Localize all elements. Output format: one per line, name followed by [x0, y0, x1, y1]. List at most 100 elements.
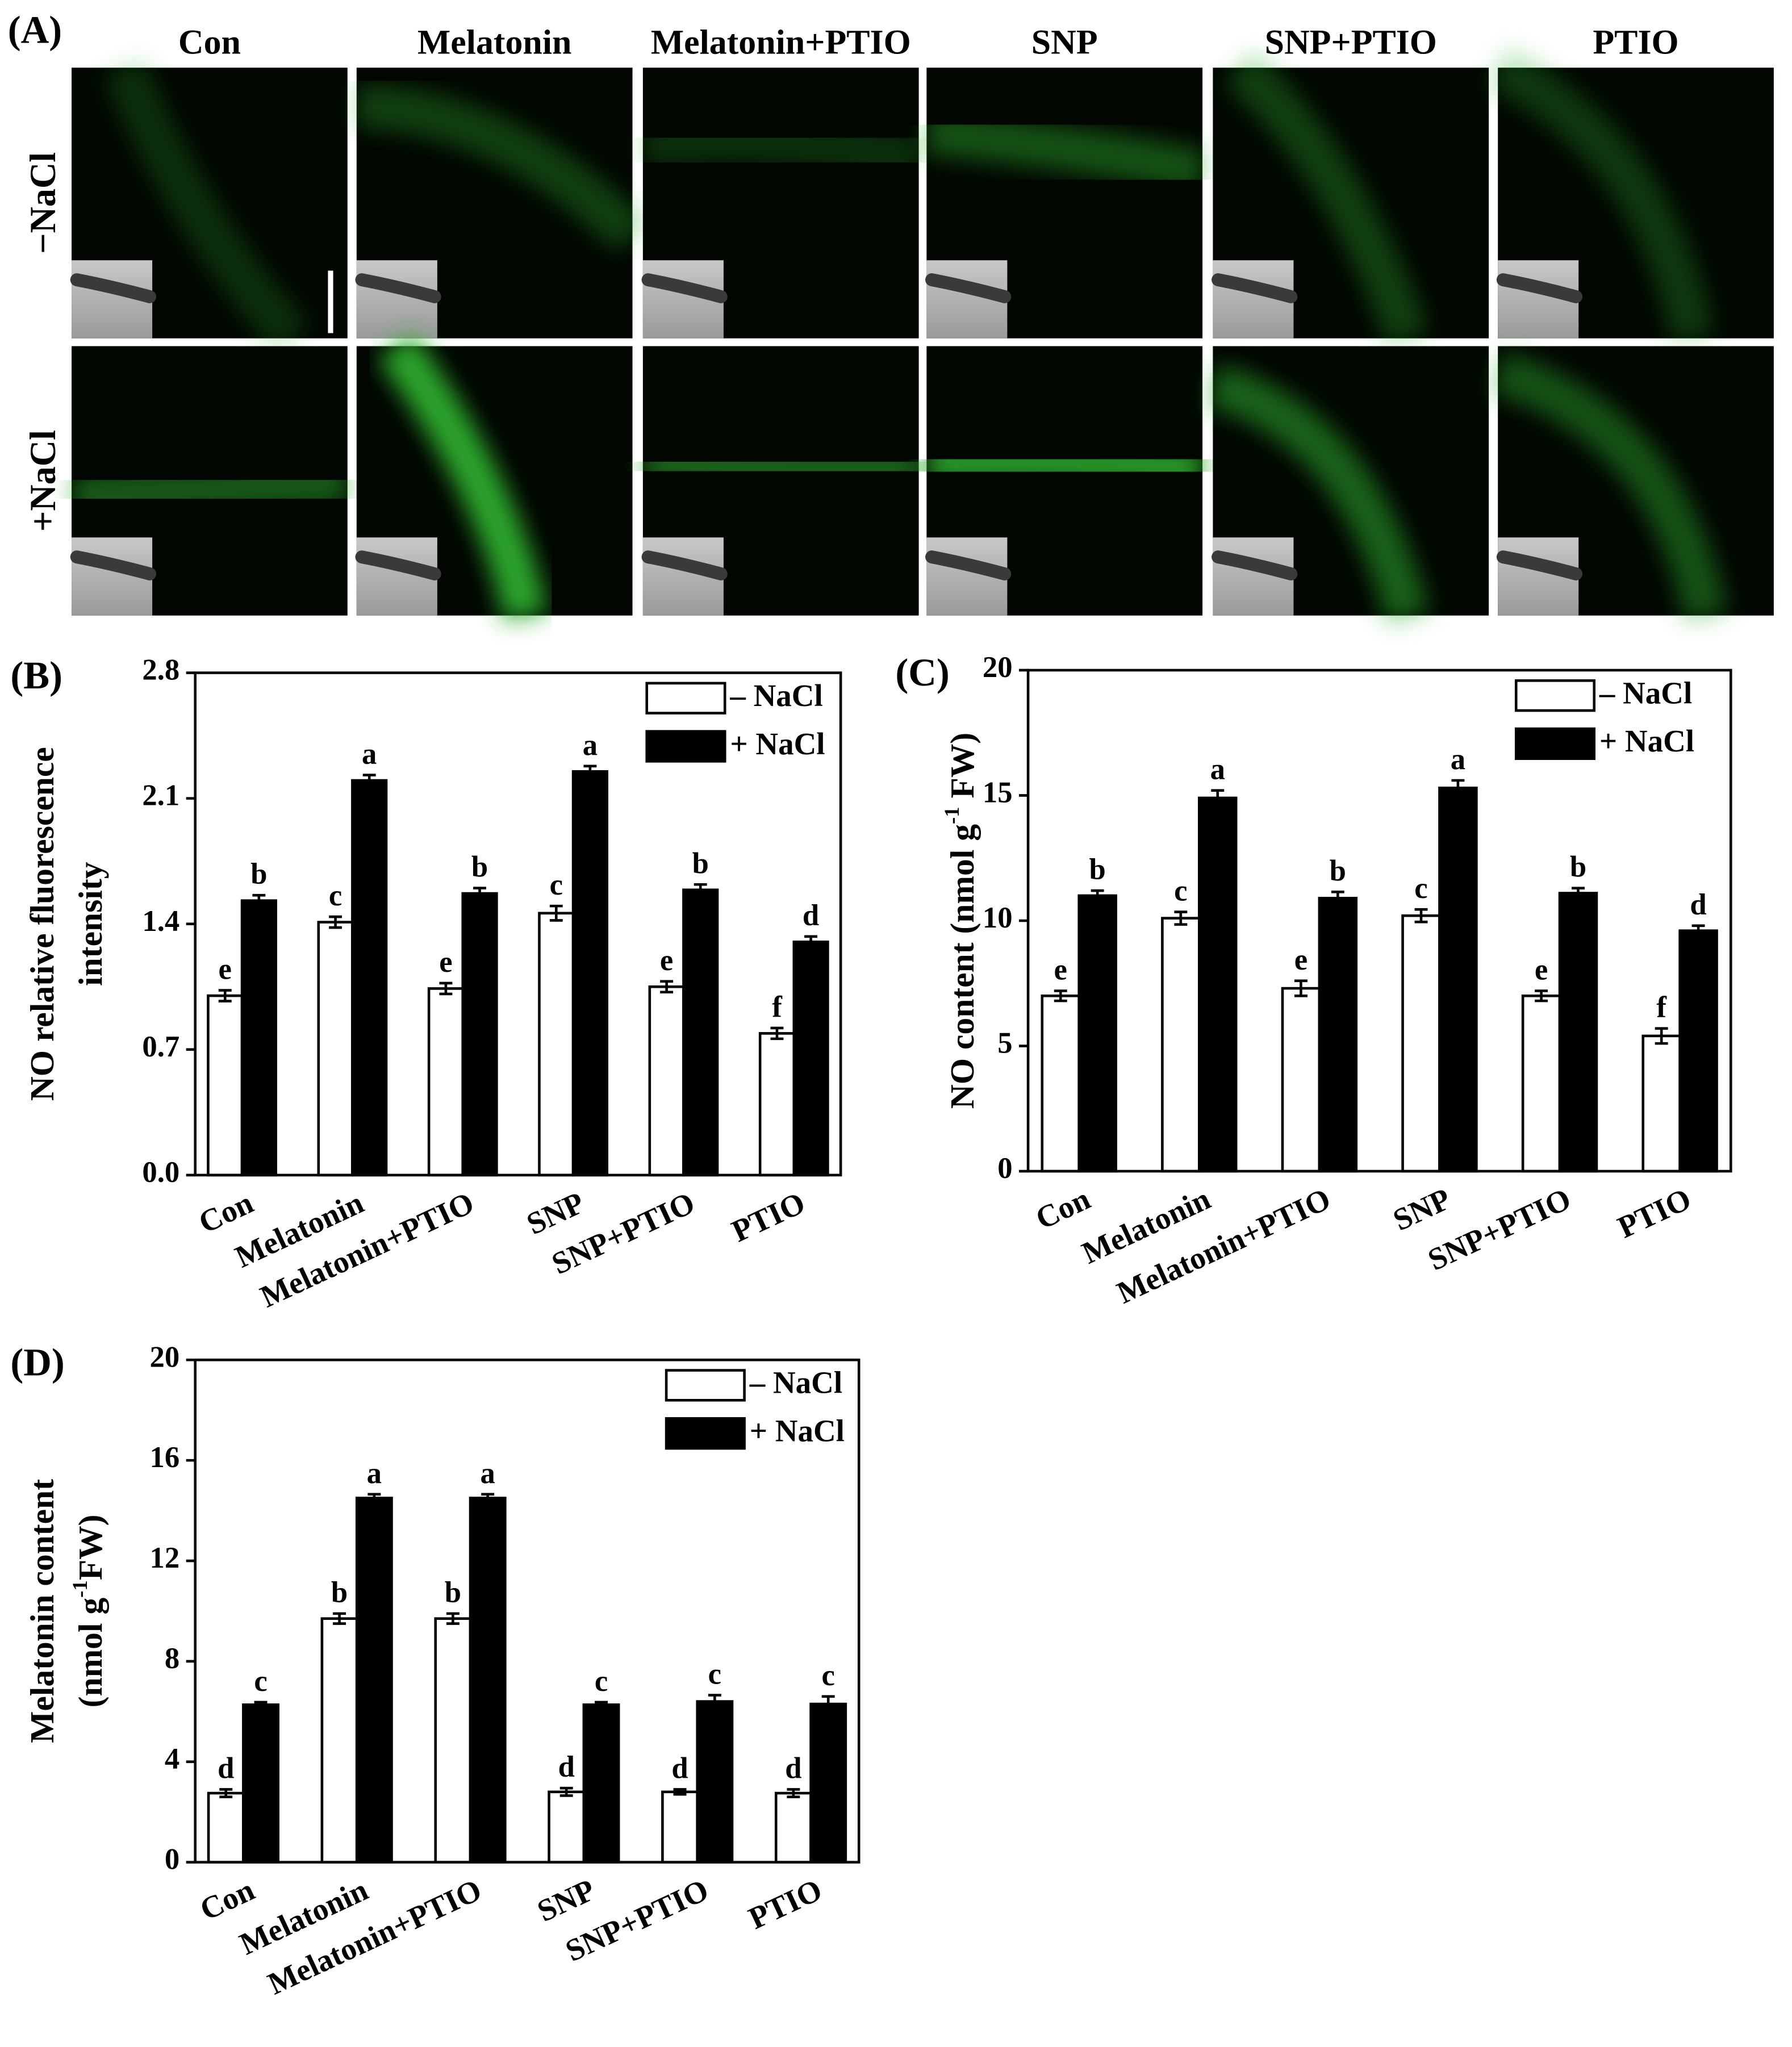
- panel-label: (A): [8, 8, 62, 51]
- y-tick-label: 16: [150, 1441, 180, 1474]
- fluorescence-glow: [1224, 51, 1429, 346]
- y-axis-label: NO relative fluorescence: [23, 747, 61, 1101]
- root-silhouette: [641, 550, 728, 580]
- significance-letter: b: [250, 858, 267, 891]
- error-bar: [549, 904, 563, 922]
- significance-letter: d: [671, 1752, 688, 1785]
- y-axis-label: NO content (nmol g-1 FW): [940, 733, 981, 1109]
- error-bar: [770, 1026, 784, 1041]
- plot-frame: [194, 671, 842, 1177]
- bar: [1041, 995, 1080, 1173]
- micrograph: [1488, 48, 1774, 343]
- legend-label: – NaCl: [749, 1365, 842, 1400]
- fluorescence-glow: [70, 461, 349, 518]
- error-bar: [219, 1788, 233, 1798]
- significance-letter: e: [1054, 954, 1067, 987]
- bar: [1641, 1034, 1681, 1173]
- error-bar: [1331, 890, 1344, 906]
- error-bar: [1174, 910, 1188, 926]
- x-tick-label: SNP: [521, 1185, 590, 1241]
- bar: [320, 1617, 358, 1864]
- y-tick-label: 20: [150, 1340, 180, 1373]
- column-label: Con: [178, 23, 241, 61]
- error-bar: [1572, 887, 1585, 900]
- bar: [571, 770, 608, 1177]
- column-label: SNP: [1031, 23, 1098, 61]
- bar: [538, 912, 575, 1177]
- fluorescence-glow: [641, 441, 919, 492]
- significance-letter: c: [329, 879, 342, 912]
- significance-letter: b: [1330, 854, 1346, 887]
- error-bar: [252, 893, 266, 908]
- bar: [696, 1700, 734, 1864]
- error-bar: [1054, 989, 1067, 1002]
- bar: [469, 1497, 507, 1864]
- root-silhouette: [70, 550, 156, 580]
- y-axis-label: intensity: [72, 862, 109, 986]
- fluorescence-glow: [925, 438, 1205, 492]
- fluorescence-glow: [1491, 351, 1728, 621]
- y-axis-label-part: FW): [943, 733, 981, 807]
- error-bar: [1655, 1027, 1668, 1045]
- significance-letter: d: [218, 1752, 234, 1785]
- bar: [242, 1703, 279, 1864]
- y-axis-label-part: -1: [940, 807, 963, 824]
- micrograph: [924, 68, 1207, 339]
- bar: [1197, 796, 1238, 1173]
- significance-letter: e: [1535, 954, 1548, 987]
- panel-label: (C): [895, 651, 949, 694]
- bar: [207, 1791, 245, 1864]
- root-silhouette: [355, 273, 441, 303]
- error-bar: [787, 1788, 800, 1798]
- y-axis-label-part: intensity: [72, 862, 109, 986]
- y-tick-label: 0: [997, 1152, 1012, 1185]
- y-tick-label: 0.7: [142, 1030, 179, 1063]
- significance-letter: a: [1451, 743, 1465, 776]
- y-axis-label-part: FW): [72, 1515, 109, 1581]
- legend-swatch: [1514, 679, 1596, 712]
- micrograph: [1491, 346, 1774, 621]
- x-tick-label: SNP: [1388, 1181, 1456, 1237]
- root-silhouette: [1212, 273, 1298, 303]
- error-bar: [1451, 779, 1465, 797]
- significance-letter: d: [785, 1752, 801, 1785]
- significance-letter: a: [367, 1457, 382, 1490]
- significance-letter: e: [1294, 943, 1308, 976]
- bar: [648, 985, 685, 1177]
- bar: [582, 1703, 620, 1864]
- significance-letter: e: [219, 953, 232, 986]
- significance-letter: c: [254, 1665, 267, 1698]
- error-bar: [583, 765, 597, 779]
- y-tick-label: 2.8: [142, 654, 179, 687]
- y-tick-label: 10: [983, 901, 1013, 934]
- panel-label: (B): [10, 654, 62, 697]
- chart: (C) 0 5 10 15 20 NO content (nmol g-1 FW) e b Con…: [895, 651, 1732, 1310]
- y-axis-label-part: Melatonin content: [23, 1479, 61, 1743]
- fluorescence-glow: [378, 333, 548, 621]
- bar: [548, 1790, 586, 1864]
- significance-letter: a: [1210, 753, 1225, 786]
- error-bar: [481, 1493, 495, 1503]
- significance-letter: f: [772, 991, 783, 1024]
- bar: [1438, 786, 1478, 1173]
- significance-letter: d: [558, 1751, 575, 1783]
- x-tick-label: Con: [193, 1185, 258, 1240]
- significance-letter: b: [445, 1576, 461, 1609]
- bar: [1521, 995, 1561, 1173]
- significance-letter: c: [595, 1665, 608, 1698]
- significance-letter: a: [583, 729, 598, 762]
- significance-letter: b: [1570, 851, 1586, 884]
- error-bar: [218, 989, 232, 1002]
- bar: [461, 892, 498, 1177]
- y-axis-label-part: NO relative fluorescence: [23, 747, 61, 1101]
- bar: [1558, 892, 1598, 1173]
- bar: [682, 888, 719, 1177]
- y-tick-label: 2.1: [142, 779, 179, 812]
- x-tick-label: Con: [195, 1872, 260, 1927]
- bar: [1281, 987, 1321, 1173]
- error-bar: [804, 935, 818, 949]
- significance-letter: c: [1414, 872, 1427, 905]
- fluorescence-glow: [640, 119, 923, 181]
- y-tick-label: 12: [150, 1541, 180, 1574]
- error-bar: [446, 1612, 460, 1625]
